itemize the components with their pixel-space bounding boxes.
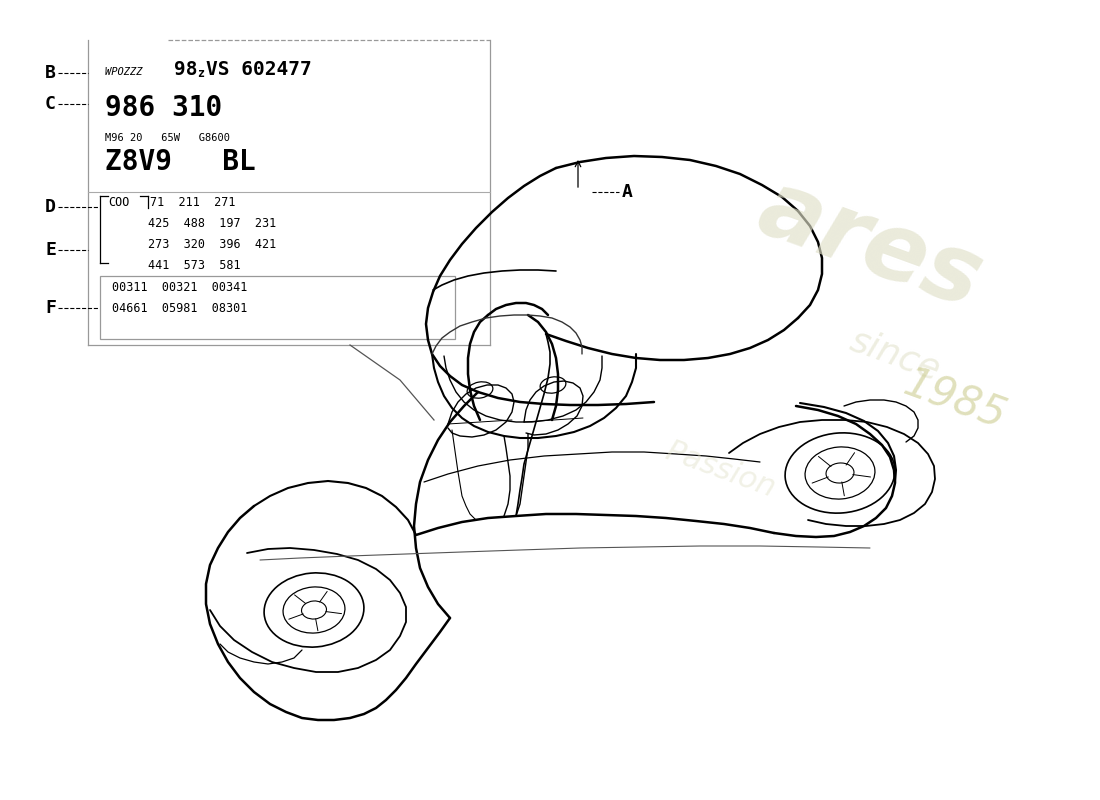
Text: Passion: Passion (661, 437, 779, 503)
Text: 441  573  581: 441 573 581 (148, 259, 241, 272)
Text: 1985: 1985 (898, 362, 1012, 438)
Text: E: E (45, 241, 56, 259)
Text: 273  320  396  421: 273 320 396 421 (148, 238, 276, 251)
Text: 425  488  197  231: 425 488 197 231 (148, 217, 276, 230)
Text: z: z (197, 67, 205, 80)
Text: 04661  05981  08301: 04661 05981 08301 (112, 302, 248, 315)
Text: VS 602477: VS 602477 (206, 60, 311, 79)
Text: COO: COO (108, 196, 130, 209)
Text: B: B (45, 64, 56, 82)
Text: 986 310: 986 310 (104, 94, 222, 122)
Text: 71  211  271: 71 211 271 (150, 196, 235, 209)
Text: 98: 98 (174, 60, 198, 79)
Bar (100, 276, 455, 339)
Text: F: F (45, 299, 56, 317)
Text: ares: ares (746, 162, 994, 328)
Text: A: A (621, 183, 632, 201)
Text: 00311  00321  00341: 00311 00321 00341 (112, 281, 248, 294)
Text: D: D (45, 198, 56, 216)
Text: C: C (45, 95, 56, 113)
Text: since: since (845, 323, 945, 387)
Text: WPOZZZ: WPOZZZ (104, 67, 148, 77)
Text: M96 20   65W   G8600: M96 20 65W G8600 (104, 133, 230, 143)
Text: Z8V9   BL: Z8V9 BL (104, 148, 255, 176)
